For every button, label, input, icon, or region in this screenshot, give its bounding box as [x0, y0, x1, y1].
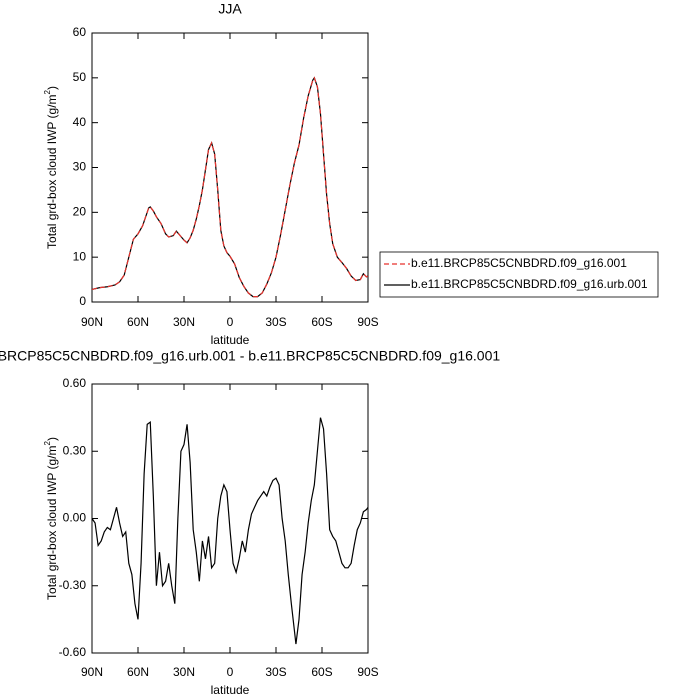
x-tick-label: 60N [127, 315, 149, 329]
y-axis-label-end: ) [45, 437, 59, 441]
x-tick-label: 90S [357, 315, 378, 329]
y-tick-label: 0.60 [63, 376, 87, 390]
y-tick-label: 0.30 [63, 443, 87, 457]
x-tick-label: 90N [81, 315, 103, 329]
x-axis-label: latitude [211, 333, 250, 347]
x-tick-label: 90S [357, 665, 378, 679]
data-line [91, 417, 369, 645]
y-tick-label: 0 [79, 294, 86, 308]
legend-label: b.e11.BRCP85C5CNBDRD.f09_g16.001 [411, 256, 627, 270]
x-axis-label: latitude [211, 683, 250, 697]
x-tick-label: 60N [127, 665, 149, 679]
x-tick-label: 0 [227, 665, 234, 679]
y-tick-label: 0.00 [63, 511, 87, 525]
y-tick-label: -0.30 [59, 578, 87, 592]
y-axis-label-sup: 2 [43, 89, 52, 94]
y-tick-label: 20 [73, 205, 87, 219]
y-axis-label: Total grd-box cloud IWP (g/m2) [43, 86, 59, 249]
y-tick-label: 30 [73, 160, 87, 174]
y-tick-label: -0.60 [59, 645, 87, 659]
legend-label: b.e11.BRCP85C5CNBDRD.f09_g16.urb.001 [411, 277, 648, 291]
x-tick-label: 0 [227, 315, 234, 329]
x-tick-label: 60S [311, 665, 332, 679]
x-tick-label: 30N [173, 665, 195, 679]
y-tick-label: 40 [73, 115, 87, 129]
y-tick-label: 50 [73, 70, 87, 84]
x-tick-label: 60S [311, 315, 332, 329]
x-tick-label: 30S [265, 665, 286, 679]
legend-box [379, 251, 659, 298]
data-line [91, 76, 369, 298]
y-axis-label-text: Total grd-box cloud IWP (g/m [45, 94, 59, 249]
y-axis-label-sup: 2 [43, 440, 52, 445]
x-tick-label: 30S [265, 315, 286, 329]
plot-frame [91, 32, 369, 303]
chart-title: b.e11.BRCP85C5CNBDRD.f09_g16.urb.001 - b… [0, 348, 500, 364]
y-tick-label: 60 [73, 25, 87, 39]
x-tick-label: 30N [173, 315, 195, 329]
data-line [91, 76, 369, 298]
y-axis-label: Total grd-box cloud IWP (g/m2) [43, 437, 59, 600]
y-axis-label-end: ) [45, 86, 59, 90]
y-axis-label-text: Total grd-box cloud IWP (g/m [45, 445, 59, 600]
y-tick-label: 10 [73, 249, 87, 263]
x-tick-label: 90N [81, 665, 103, 679]
plot-frame [91, 383, 369, 654]
chart-title: JJA [218, 1, 242, 17]
